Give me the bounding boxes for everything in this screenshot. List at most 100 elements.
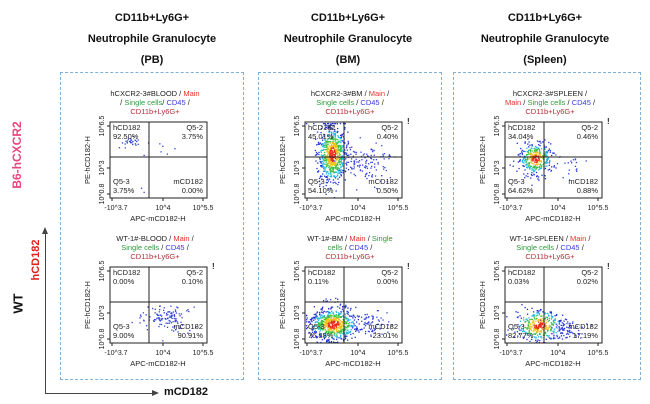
- data-point: [339, 149, 342, 151]
- data-point: [345, 162, 347, 165]
- data-point: [325, 320, 328, 323]
- data-point: [167, 314, 169, 316]
- data-point: [330, 152, 332, 154]
- x-tick-label: 10^5.5: [193, 205, 214, 212]
- data-point: [535, 155, 537, 157]
- data-point: [556, 324, 558, 327]
- data-point: [154, 308, 156, 310]
- data-point: [530, 318, 532, 320]
- data-point: [329, 160, 331, 163]
- data-point: [308, 321, 310, 323]
- data-point: [571, 331, 573, 334]
- data-point: [313, 326, 315, 328]
- data-point: [333, 151, 335, 153]
- data-point: [342, 172, 344, 174]
- data-point: [321, 165, 323, 167]
- data-point: [382, 153, 384, 155]
- data-point: [346, 327, 348, 329]
- data-point: [177, 307, 179, 309]
- data-point: [162, 145, 164, 147]
- data-point: [518, 167, 520, 170]
- y-tick-label: 10^0.8: [99, 183, 106, 204]
- data-point: [325, 335, 327, 337]
- data-point: [325, 157, 327, 160]
- data-point: [330, 318, 332, 320]
- data-point: [321, 325, 323, 327]
- data-point: [326, 182, 329, 184]
- data-point: [337, 130, 339, 133]
- data-point: [528, 165, 530, 167]
- quadrant-label: Q5-2: [186, 123, 203, 132]
- data-point: [331, 337, 333, 339]
- data-point: [518, 333, 521, 335]
- data-point: [332, 139, 334, 141]
- quadrant-label: Q5-2: [381, 268, 398, 277]
- data-point: [149, 316, 151, 318]
- data-point: [330, 158, 332, 160]
- data-point: [181, 317, 183, 319]
- data-point: [339, 171, 341, 173]
- y-axis-label: PE-hCD182-H: [83, 136, 92, 184]
- data-point: [326, 154, 329, 156]
- data-point: [330, 321, 333, 323]
- data-point: [554, 322, 556, 324]
- y-tick-label: 10^3: [99, 305, 106, 320]
- data-point: [330, 160, 332, 162]
- data-point: [318, 327, 321, 330]
- data-point: [328, 130, 330, 133]
- data-point: [347, 318, 349, 320]
- data-point: [376, 188, 378, 190]
- data-point: [575, 169, 577, 171]
- data-point: [521, 149, 523, 152]
- data-point: [344, 151, 346, 154]
- data-point: [533, 147, 535, 150]
- data-point: [344, 170, 347, 172]
- data-point: [335, 165, 337, 167]
- data-point: [532, 169, 534, 171]
- data-point: [329, 168, 331, 170]
- data-point: [332, 169, 334, 171]
- data-point: [347, 332, 350, 334]
- data-point: [553, 152, 555, 154]
- title-segment: Single cells: [516, 243, 555, 252]
- data-point: [533, 154, 536, 156]
- data-point: [538, 179, 540, 181]
- data-point: [535, 167, 537, 169]
- data-point: [342, 151, 344, 153]
- data-point: [328, 319, 331, 322]
- data-point: [529, 319, 531, 321]
- data-point: [523, 160, 526, 162]
- data-point: [388, 155, 390, 157]
- data-point: [126, 140, 129, 142]
- quadrant-percent: 34.04%: [508, 132, 534, 141]
- data-point: [180, 321, 182, 323]
- data-point: [374, 163, 376, 165]
- data-point: [331, 147, 333, 149]
- data-point: [321, 149, 323, 151]
- data-point: [523, 330, 525, 333]
- data-point: [544, 165, 547, 167]
- data-point: [574, 158, 577, 160]
- data-point: [353, 162, 355, 164]
- data-point: [548, 319, 551, 322]
- data-point: [163, 309, 165, 311]
- data-point: [330, 299, 332, 301]
- title-segment: Single cells: [316, 98, 355, 107]
- data-point: [550, 312, 553, 314]
- data-point: [567, 162, 569, 164]
- data-point: [327, 175, 329, 177]
- data-point: [371, 165, 373, 168]
- data-point: [526, 338, 528, 341]
- data-point: [567, 327, 569, 329]
- data-point: [350, 326, 352, 328]
- data-point: [335, 168, 337, 170]
- data-point: [337, 316, 339, 318]
- data-point: [312, 325, 315, 327]
- data-point: [530, 326, 532, 328]
- data-point: [319, 315, 321, 317]
- data-point: [533, 165, 535, 167]
- data-point: [536, 151, 538, 153]
- x-tick-label: -10^3.7: [499, 205, 522, 212]
- data-point: [343, 326, 346, 328]
- data-point: [337, 135, 339, 137]
